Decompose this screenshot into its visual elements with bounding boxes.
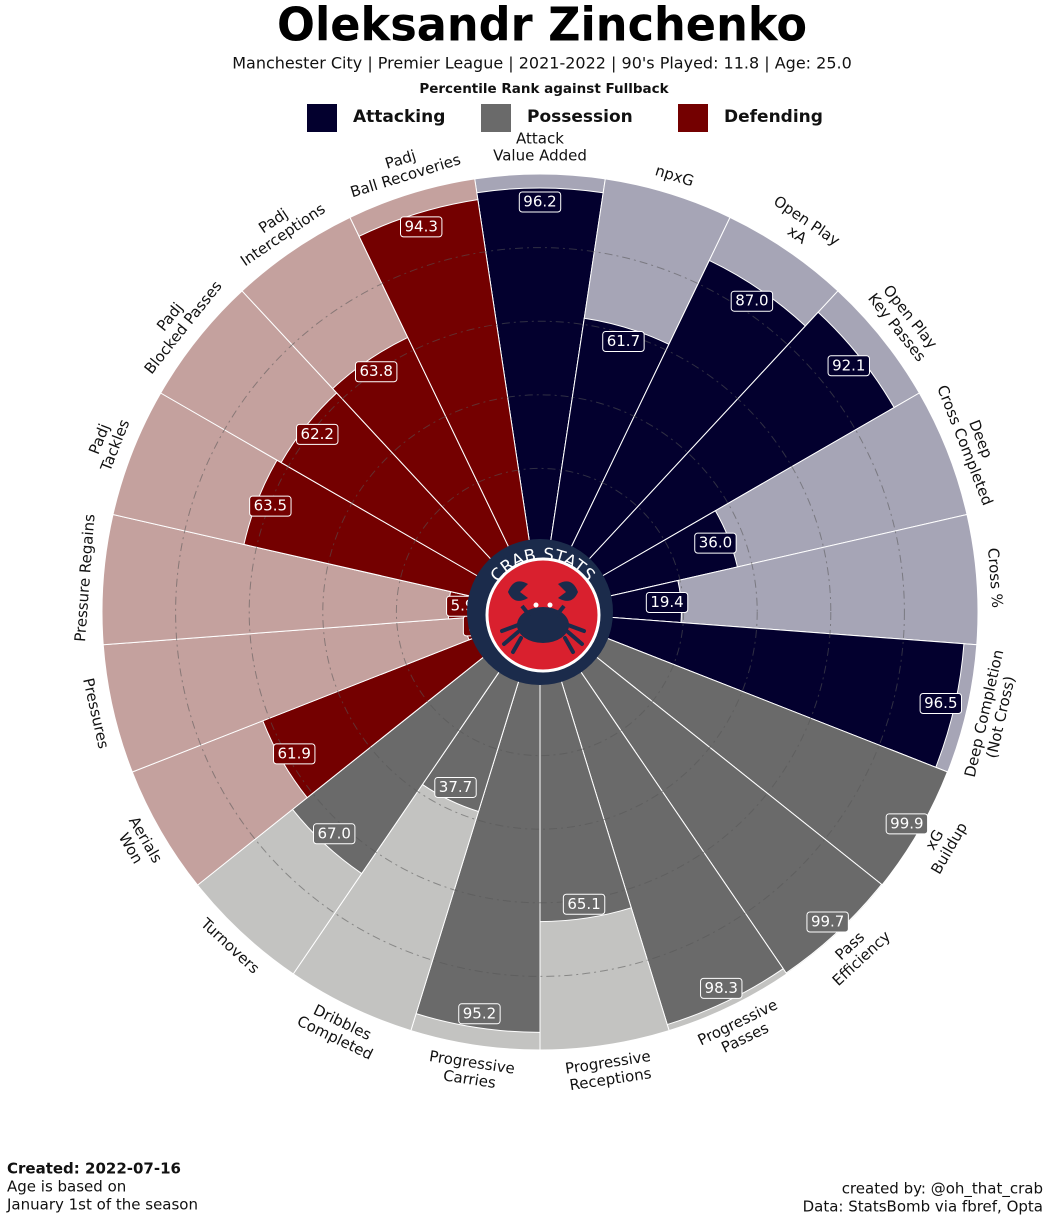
- category-label: Attack: [516, 130, 564, 148]
- value-label-box: [700, 977, 743, 999]
- footer-left: Created: 2022-07-16: [7, 1160, 181, 1178]
- value-label-text: 61.9: [278, 744, 311, 762]
- value-label-box: [458, 1003, 501, 1025]
- value-label: 61.7: [602, 331, 645, 353]
- value-label-text: 94.3: [405, 217, 438, 235]
- footer-right: created by: @oh_that_crab: [842, 1180, 1043, 1199]
- value-label: 61.9: [273, 743, 316, 765]
- legend: Attacking Possession Defending: [307, 104, 823, 132]
- subtitle-2: Percentile Rank against Fullback: [419, 81, 669, 97]
- value-label-text: 36.0: [699, 534, 732, 552]
- value-label: 63.8: [354, 361, 398, 383]
- value-label: 99.9: [885, 813, 929, 835]
- value-label: 19.4: [645, 591, 689, 613]
- value-label-text: 87.0: [735, 292, 768, 310]
- value-label: 98.3: [700, 977, 743, 999]
- value-label-text: 19.4: [650, 593, 683, 611]
- value-label: 95.2: [458, 1003, 501, 1025]
- value-label-text: 67.0: [318, 824, 351, 842]
- value-label-text: 96.2: [523, 192, 556, 210]
- legend-swatch: [678, 104, 708, 132]
- value-label-box: [806, 911, 849, 933]
- value-label-box: [434, 776, 477, 798]
- value-label-text: 61.7: [607, 332, 640, 350]
- value-label: 37.7: [434, 776, 477, 798]
- value-label-box: [273, 743, 316, 765]
- logo: CRAB STATS: [467, 539, 613, 685]
- value-label: 96.5: [919, 692, 963, 714]
- value-label-text: 92.1: [832, 356, 865, 374]
- legend-label: Defending: [724, 107, 823, 127]
- value-label-text: 63.8: [359, 362, 392, 380]
- value-label-box: [919, 692, 963, 714]
- value-label-box: [730, 290, 774, 312]
- subtitle: Manchester City | Premier League | 2021-…: [232, 54, 852, 73]
- value-label: 62.2: [296, 423, 339, 445]
- value-label: 67.0: [313, 823, 356, 845]
- value-label-text: 95.2: [463, 1004, 496, 1022]
- grid-ring: [248, 320, 832, 904]
- value-label: 92.1: [827, 355, 870, 377]
- footer-right: Data: StatsBomb via fbref, Opta: [803, 1198, 1043, 1216]
- value-label-text: 99.7: [811, 913, 844, 931]
- value-label: 36.0: [694, 532, 737, 554]
- value-label: 87.0: [730, 290, 774, 312]
- value-label-box: [518, 191, 562, 213]
- value-label: 99.7: [806, 911, 849, 933]
- category-label: Value Added: [493, 147, 587, 165]
- value-label-box: [400, 216, 443, 238]
- legend-label: Attacking: [353, 107, 445, 127]
- value-label: 65.1: [562, 893, 606, 915]
- value-label-box: [562, 893, 606, 915]
- footer-left: Age is based on: [7, 1178, 126, 1196]
- value-label-text: 37.7: [439, 778, 472, 796]
- grid-ring: [175, 247, 905, 977]
- crab-icon: [500, 581, 586, 654]
- value-label-box: [827, 355, 870, 377]
- value-label-box: [885, 813, 929, 835]
- value-label-box: [354, 361, 398, 383]
- value-label: 63.5: [249, 495, 292, 517]
- value-label-text: 99.9: [890, 814, 923, 832]
- footer-left: January 1st of the season: [6, 1196, 198, 1214]
- value-label-text: 96.5: [924, 694, 957, 712]
- value-label-box: [296, 423, 339, 445]
- value-label-box: [313, 823, 356, 845]
- value-label-text: 63.5: [254, 497, 287, 515]
- value-label-box: [602, 331, 645, 353]
- grid-ring: [322, 394, 758, 830]
- value-label-box: [645, 591, 689, 613]
- value-label-box: [694, 532, 737, 554]
- legend-swatch: [481, 104, 511, 132]
- legend-swatch: [307, 104, 337, 132]
- value-label-box: [249, 495, 292, 517]
- chart-title: Oleksandr Zinchenko: [277, 0, 807, 52]
- value-label: 96.2: [518, 191, 562, 213]
- value-label-text: 65.1: [567, 895, 600, 913]
- category-label: Cross %: [984, 547, 1006, 608]
- legend-label: Possession: [527, 107, 633, 127]
- value-label-text: 62.2: [301, 425, 334, 443]
- value-label-text: 98.3: [705, 979, 738, 997]
- value-label: 94.3: [400, 216, 443, 238]
